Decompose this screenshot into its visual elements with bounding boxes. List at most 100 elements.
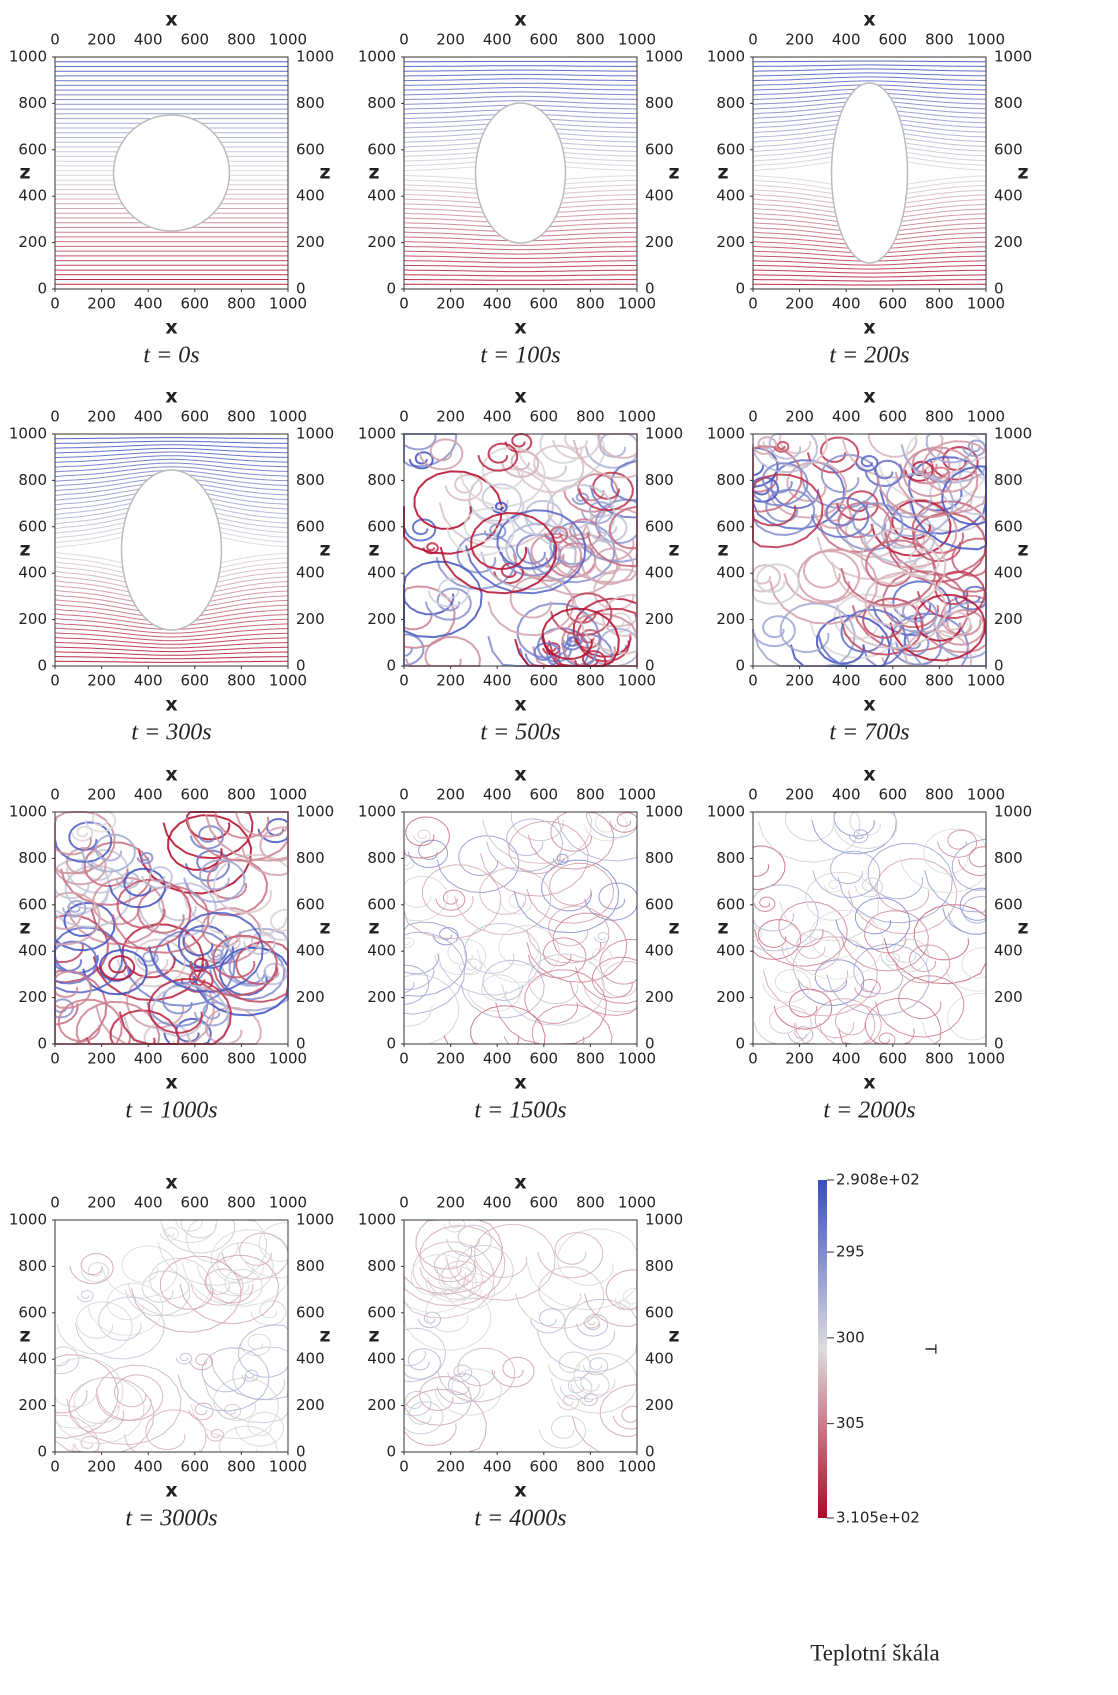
- contour-line: [753, 275, 986, 277]
- x-tick-label-bottom: 0: [399, 1458, 409, 1476]
- contour-line: [404, 92, 637, 95]
- panel-caption: t = 1000s: [125, 1098, 217, 1124]
- x-tick-label-top: 200: [87, 31, 116, 49]
- contour-line: [753, 69, 986, 71]
- y-tick-label-right: 400: [994, 942, 1023, 960]
- x-tick-label-top: 1000: [618, 786, 656, 804]
- x-tick-label-bottom: 400: [483, 295, 512, 313]
- x-tick-label-bottom: 800: [576, 1458, 605, 1476]
- contour-field: [404, 1220, 637, 1452]
- x-tick-label-bottom: 400: [134, 1050, 163, 1068]
- contour-line: [404, 270, 637, 272]
- x-tick-label-top: 200: [87, 786, 116, 804]
- contour-line: [753, 284, 986, 285]
- contour-field: [55, 1220, 288, 1452]
- y-tick-label-left: 800: [18, 849, 47, 867]
- x-tick-label-top: 0: [748, 408, 758, 426]
- x-tick-label-bottom: 400: [483, 1050, 512, 1068]
- z-axis-label-right: z: [319, 1325, 330, 1347]
- contour-line: [895, 945, 950, 983]
- x-tick-label-bottom: 0: [748, 295, 758, 313]
- y-tick-label-left: 800: [716, 471, 745, 489]
- panel-caption: t = 4000s: [474, 1506, 566, 1532]
- y-tick-label-left: 200: [367, 1396, 396, 1414]
- x-tick-label-bottom: 200: [436, 295, 465, 313]
- z-axis-label-left: z: [19, 162, 30, 184]
- contour-line: [753, 265, 986, 269]
- x-tick-label-top: 400: [134, 31, 163, 49]
- contour-line: [204, 1347, 288, 1423]
- y-tick-label-right: 0: [994, 280, 1004, 298]
- y-tick-label-right: 800: [645, 849, 674, 867]
- x-tick-label-bottom: 200: [87, 295, 116, 313]
- contour-line: [753, 61, 986, 62]
- x-tick-label-bottom: 200: [785, 295, 814, 313]
- x-tick-label-bottom: 0: [50, 672, 60, 690]
- x-tick-label-top: 200: [785, 31, 814, 49]
- contour-field: [753, 57, 986, 289]
- y-tick-label-right: 400: [296, 942, 325, 960]
- y-tick-label-left: 800: [18, 1257, 47, 1275]
- x-tick-label-top: 800: [925, 408, 954, 426]
- colorbar-title: Teplotní škála: [810, 1640, 939, 1665]
- contour-line: [438, 1348, 515, 1402]
- y-tick-label-right: 400: [994, 564, 1023, 582]
- x-tick-label-bottom: 200: [785, 672, 814, 690]
- contour-line: [586, 948, 612, 966]
- contour-line: [753, 616, 795, 646]
- contour-line: [55, 438, 288, 439]
- x-tick-label-top: 400: [483, 1194, 512, 1212]
- y-tick-label-right: 600: [645, 1303, 674, 1321]
- contour-field: [753, 434, 986, 666]
- x-tick-label-top: 600: [180, 1194, 209, 1212]
- contour-line: [404, 1349, 441, 1379]
- x-tick-label-bottom: 800: [576, 672, 605, 690]
- x-axis-label-top: x: [514, 764, 526, 786]
- panel-caption: t = 100s: [480, 343, 560, 369]
- y-tick-label-right: 600: [994, 895, 1023, 913]
- x-axis-label-top: x: [165, 9, 177, 31]
- x-axis-label-top: x: [165, 1172, 177, 1194]
- y-tick-label-left: 0: [37, 280, 47, 298]
- y-tick-label-left: 400: [716, 564, 745, 582]
- contour-line: [257, 964, 287, 985]
- y-tick-label-right: 600: [296, 140, 325, 158]
- x-tick-label-top: 1000: [269, 786, 307, 804]
- panel-caption: t = 300s: [131, 720, 211, 746]
- x-axis-label-top: x: [863, 9, 875, 31]
- x-tick-label-top: 0: [50, 31, 60, 49]
- contour-field: [55, 57, 288, 289]
- x-tick-label-top: 1000: [269, 1194, 307, 1212]
- contour-line: [477, 926, 559, 983]
- y-tick-label-left: 200: [18, 988, 47, 1006]
- contour-line: [538, 1233, 603, 1278]
- contour-field: [55, 812, 288, 1044]
- y-tick-label-left: 600: [716, 895, 745, 913]
- x-tick-label-top: 600: [180, 408, 209, 426]
- x-tick-label-top: 200: [785, 408, 814, 426]
- x-tick-label-bottom: 400: [134, 1458, 163, 1476]
- x-tick-label-bottom: 600: [529, 1458, 558, 1476]
- colorbar: [818, 1180, 827, 1518]
- contour-line: [504, 1005, 612, 1044]
- contour-line: [404, 275, 637, 276]
- x-tick-label-top: 1000: [618, 408, 656, 426]
- contour-line: [404, 256, 637, 259]
- x-tick-label-top: 600: [878, 786, 907, 804]
- y-tick-label-left: 1000: [707, 425, 745, 443]
- y-tick-label-left: 1000: [9, 425, 47, 443]
- y-tick-label-right: 1000: [296, 1211, 334, 1229]
- x-tick-label-bottom: 0: [50, 295, 60, 313]
- x-tick-label-top: 0: [748, 786, 758, 804]
- contour-line: [88, 1283, 163, 1335]
- contour-line: [70, 1254, 113, 1284]
- y-tick-label-left: 1000: [707, 803, 745, 821]
- y-tick-label-right: 0: [296, 280, 306, 298]
- x-tick-label-top: 400: [483, 31, 512, 49]
- z-axis-label-right: z: [1017, 539, 1028, 561]
- y-tick-label-left: 400: [716, 187, 745, 205]
- y-tick-label-left: 800: [367, 471, 396, 489]
- x-tick-label-top: 800: [227, 786, 256, 804]
- y-tick-label-right: 1000: [645, 425, 683, 443]
- z-axis-label-left: z: [717, 539, 728, 561]
